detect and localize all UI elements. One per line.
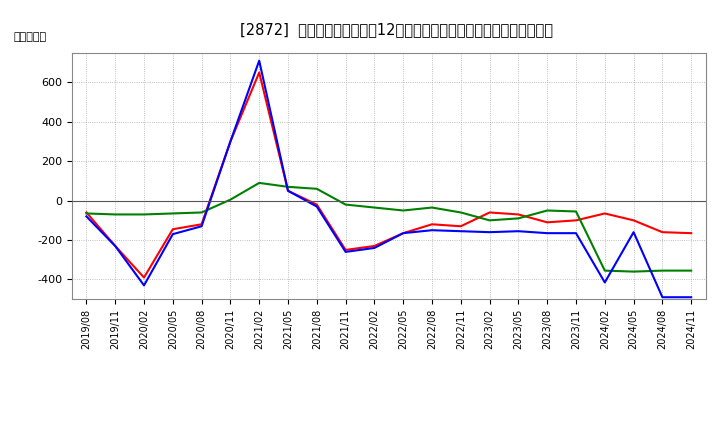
- 営業CF: [456, 224, 465, 229]
- 投資CF: [428, 205, 436, 210]
- 投資CF: [399, 208, 408, 213]
- フリーCF: [629, 230, 638, 235]
- 営業CF: [370, 243, 379, 249]
- 投資CF: [456, 210, 465, 215]
- 営業CF: [226, 139, 235, 144]
- フリーCF: [485, 230, 494, 235]
- Text: [2872]  キャッシュフローの12か月移動合計の対前年同期増減額の推移: [2872] キャッシュフローの12か月移動合計の対前年同期増減額の推移: [240, 22, 552, 37]
- Line: 投資CF: 投資CF: [86, 183, 691, 271]
- 営業CF: [485, 210, 494, 215]
- フリーCF: [111, 243, 120, 249]
- 投資CF: [140, 212, 148, 217]
- 営業CF: [168, 227, 177, 232]
- 営業CF: [514, 212, 523, 217]
- 営業CF: [82, 210, 91, 215]
- 営業CF: [629, 218, 638, 223]
- 営業CF: [658, 230, 667, 235]
- 投資CF: [226, 197, 235, 202]
- フリーCF: [284, 188, 292, 194]
- 営業CF: [572, 218, 580, 223]
- フリーCF: [370, 246, 379, 251]
- フリーCF: [197, 224, 206, 229]
- 投資CF: [600, 268, 609, 273]
- 投資CF: [111, 212, 120, 217]
- 営業CF: [197, 222, 206, 227]
- フリーCF: [226, 139, 235, 144]
- 営業CF: [255, 70, 264, 75]
- 営業CF: [341, 247, 350, 253]
- フリーCF: [341, 249, 350, 254]
- 投資CF: [658, 268, 667, 273]
- 投資CF: [543, 208, 552, 213]
- 営業CF: [600, 211, 609, 216]
- 投資CF: [370, 205, 379, 210]
- フリーCF: [428, 227, 436, 233]
- 投資CF: [485, 218, 494, 223]
- 投資CF: [687, 268, 696, 273]
- フリーCF: [658, 295, 667, 300]
- 営業CF: [140, 275, 148, 280]
- Text: （百万円）: （百万円）: [14, 32, 47, 42]
- フリーCF: [543, 231, 552, 236]
- フリーCF: [572, 231, 580, 236]
- フリーCF: [687, 295, 696, 300]
- 投資CF: [312, 186, 321, 191]
- フリーCF: [140, 283, 148, 288]
- 営業CF: [543, 220, 552, 225]
- 営業CF: [111, 243, 120, 249]
- 営業CF: [399, 231, 408, 236]
- 営業CF: [687, 231, 696, 236]
- 営業CF: [284, 188, 292, 194]
- Line: 営業CF: 営業CF: [86, 73, 691, 278]
- 営業CF: [428, 222, 436, 227]
- フリーCF: [399, 231, 408, 236]
- フリーCF: [255, 58, 264, 63]
- 投資CF: [197, 210, 206, 215]
- 営業CF: [312, 202, 321, 207]
- フリーCF: [312, 204, 321, 209]
- 投資CF: [168, 211, 177, 216]
- フリーCF: [514, 228, 523, 234]
- 投資CF: [284, 184, 292, 190]
- フリーCF: [456, 228, 465, 234]
- 投資CF: [82, 211, 91, 216]
- 投資CF: [629, 269, 638, 274]
- 投資CF: [514, 216, 523, 221]
- 投資CF: [341, 202, 350, 207]
- フリーCF: [168, 231, 177, 237]
- フリーCF: [600, 280, 609, 285]
- Line: フリーCF: フリーCF: [86, 61, 691, 297]
- 投資CF: [572, 209, 580, 214]
- 投資CF: [255, 180, 264, 186]
- フリーCF: [82, 214, 91, 219]
